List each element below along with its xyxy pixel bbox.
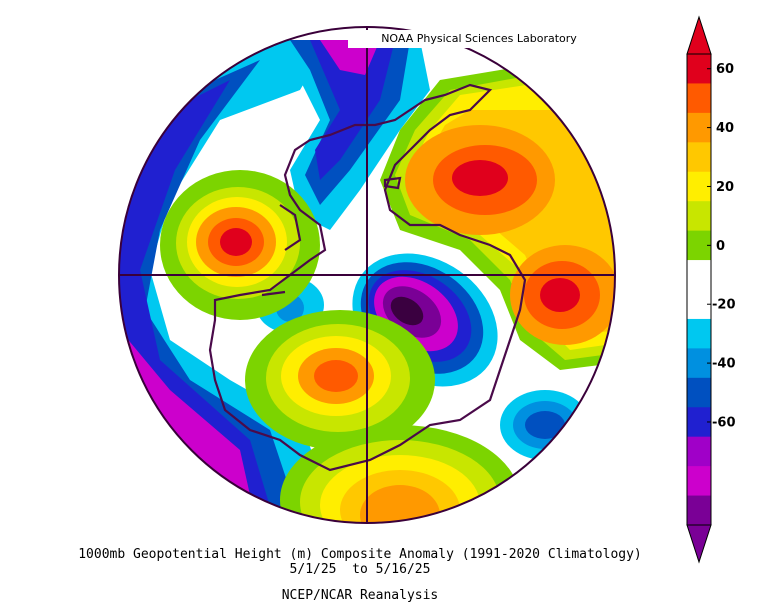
anomaly-negative-west-rim	[150, 460, 210, 520]
title-line-3: NCEP/NCAR Reanalysis	[281, 588, 439, 603]
colorbar-arrow-bottom	[686, 524, 712, 564]
colorbar-bin	[687, 318, 711, 349]
colorbar-bin	[687, 495, 711, 526]
title-line-2: 5/1/25 to 5/16/25	[289, 562, 431, 577]
anomaly-negative-central-low	[390, 296, 424, 326]
colorbar-bin	[687, 260, 711, 290]
peninsula-coastline	[279, 204, 302, 251]
colorbar-label: -60	[712, 415, 736, 430]
anomaly-positive-bottom-high	[360, 485, 440, 523]
colorbar-bin	[687, 201, 711, 232]
colorbar-bin	[687, 436, 711, 467]
anomaly-field	[119, 27, 615, 523]
colorbar-arrow-top	[686, 15, 712, 55]
credit-label: NOAA Physical Sciences Laboratory	[348, 30, 610, 48]
island-coastline	[261, 290, 286, 297]
coastline	[208, 83, 527, 472]
colorbar-label: 60	[716, 62, 734, 77]
colorbar-label: 0	[716, 239, 725, 254]
colorbar-bin	[687, 83, 711, 114]
anomaly-positive-south-high	[314, 360, 358, 392]
anomaly-positive-east-high	[540, 278, 580, 312]
colorbar-label: -20	[712, 298, 736, 313]
anomaly-positive-west-high	[220, 228, 252, 256]
colorbar-label: 20	[716, 180, 734, 195]
anomaly-positive-northeast-high	[452, 160, 508, 196]
anomaly-negative-north	[310, 40, 395, 180]
anomaly-negative-north	[320, 40, 380, 75]
colorbar-bin	[687, 377, 711, 408]
anomaly-negative-southeast	[525, 411, 565, 439]
colorbar-bin	[687, 142, 711, 173]
antarctica-coastline	[208, 83, 527, 472]
colorbar-label: -40	[712, 357, 736, 372]
island-coastline	[383, 176, 402, 190]
colorbar: 60 40 20 0 -20 -40 -60	[686, 15, 736, 564]
title-line-1: 1000mb Geopotential Height (m) Composite…	[78, 547, 642, 562]
colorbar-label: 40	[716, 121, 734, 136]
colorbar-bin	[687, 466, 711, 497]
